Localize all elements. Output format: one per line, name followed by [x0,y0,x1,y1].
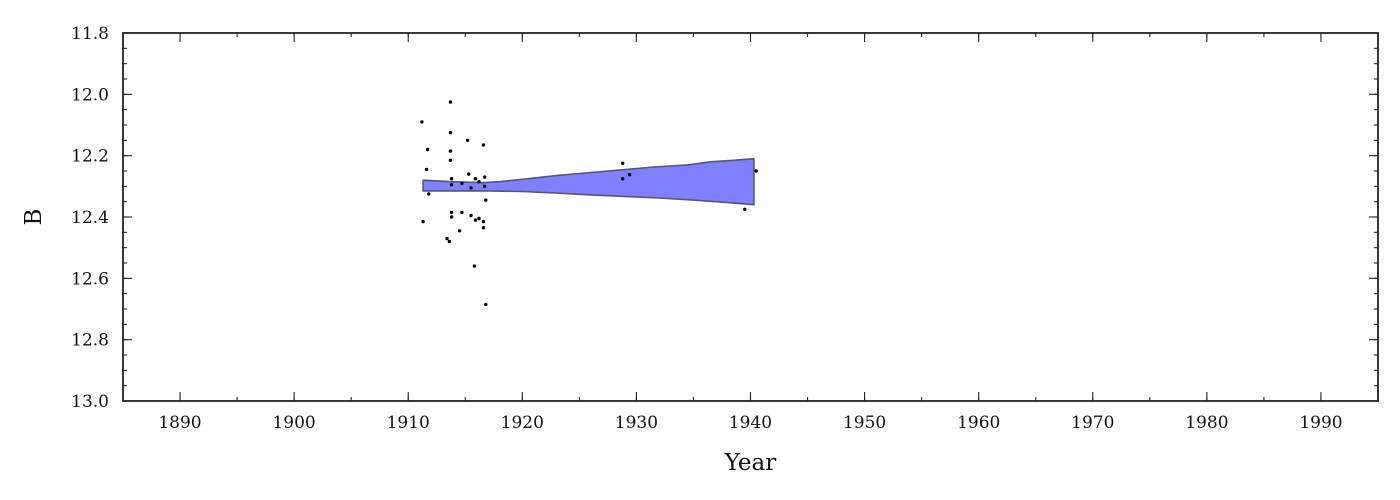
x-tick-label: 1980 [1185,413,1228,433]
y-tick-label: 12.8 [71,331,109,351]
data-point [477,180,481,184]
data-point [449,215,454,219]
data-point [627,173,632,177]
data-point [469,213,473,218]
data-point [465,138,470,142]
data-point [754,169,758,173]
data-point [481,226,486,230]
data-point [448,149,453,153]
band-layer [422,157,755,206]
data-point [467,172,471,176]
data-point [483,175,487,179]
x-tick-label: 1970 [1071,413,1114,433]
x-tick-label: 1940 [729,413,772,433]
data-point [421,219,425,224]
y-tick-label: 12.4 [71,208,109,228]
data-point [460,181,464,185]
data-point [473,177,478,181]
y-tick-label: 11.8 [71,24,109,44]
tick-labels-layer: 1890 1900 1910 1920 1930 1940 1950 1960 1970 1980… [71,24,1342,433]
data-point [447,239,451,244]
data-point [469,186,473,190]
data-point [477,216,481,221]
data-point [743,207,747,211]
x-tick-label: 1920 [501,413,544,433]
confidence-band [422,157,755,206]
data-point [425,147,430,152]
y-tick-label: 12.2 [71,147,109,167]
data-point [484,198,488,202]
ticks-layer [122,32,1379,402]
data-point [449,177,454,181]
x-tick-label: 1950 [843,413,886,433]
data-point [483,184,487,188]
data-point [472,264,477,268]
data-point [448,100,453,104]
x-tick-label: 1890 [158,413,201,433]
data-point [427,192,431,196]
x-axis-title: Year [724,450,777,476]
data-point [424,167,429,172]
data-point [621,161,625,165]
data-point [448,158,453,162]
y-tick-label: 13.0 [71,392,109,412]
x-tick-label: 1960 [957,413,1000,433]
data-point [420,120,424,124]
data-point [481,219,486,224]
x-tick-label: 1900 [272,413,315,433]
y-axis-title: B [21,209,47,226]
data-point [621,177,625,181]
data-point [445,236,449,241]
data-point [460,210,464,215]
x-tick-label: 1910 [387,413,430,433]
data-point [449,210,454,215]
data-point [448,131,453,135]
data-point [449,183,454,187]
y-tick-label: 12.6 [71,269,109,289]
x-tick-label: 1930 [615,413,658,433]
plot-frame [122,32,1379,402]
data-point [473,218,478,222]
data-point [481,143,486,147]
data-point [457,229,462,233]
data-point [484,302,488,307]
points-layer [420,100,758,307]
y-tick-label: 12.0 [71,85,109,105]
x-tick-label: 1990 [1299,413,1342,433]
